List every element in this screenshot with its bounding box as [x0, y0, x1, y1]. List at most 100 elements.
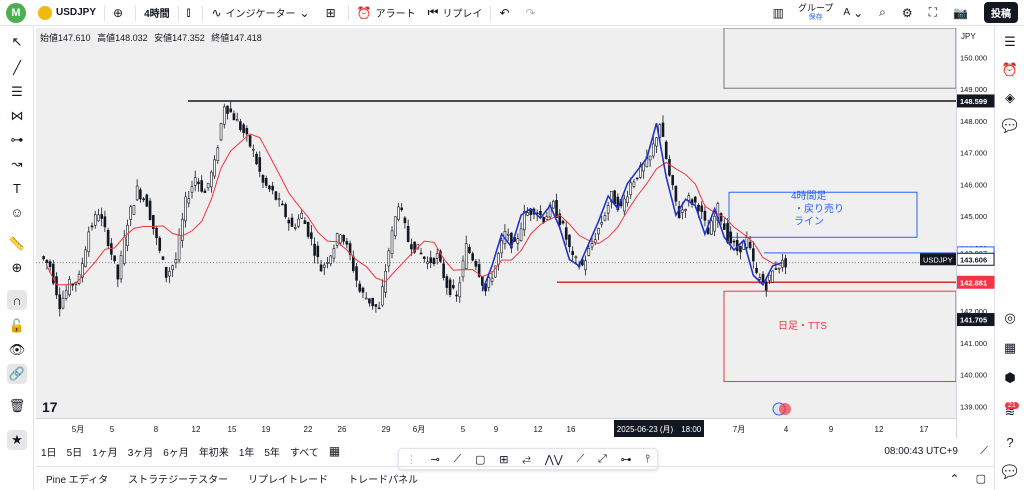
- maximize-icon[interactable]: ▢: [975, 473, 986, 485]
- alert-button[interactable]: ⏰ アラート: [351, 0, 422, 26]
- candle: [45, 259, 49, 263]
- calendar-icon[interactable]: ▦: [1003, 340, 1017, 355]
- range-1d[interactable]: 1日: [41, 447, 57, 459]
- settings-button[interactable]: ⚙: [896, 0, 923, 26]
- undo-button[interactable]: ↶: [493, 0, 519, 26]
- layers-icon[interactable]: ◈: [1005, 90, 1015, 105]
- alarm-clock-icon[interactable]: ⏰: [1001, 62, 1019, 77]
- help-icon[interactable]: ?: [1006, 434, 1014, 450]
- candle: [781, 260, 784, 268]
- date-range-icon[interactable]: ▦: [328, 444, 341, 458]
- favorites-icon[interactable]: ★: [7, 430, 27, 450]
- chart-pane[interactable]: 始値147.610 高値148.032 安値147.352 終値147.418 …: [36, 27, 957, 438]
- tab-pine-editor[interactable]: Pine エディタ: [46, 475, 109, 486]
- apps-icon[interactable]: ⬢: [1004, 370, 1016, 385]
- candle: [590, 243, 594, 248]
- chart-type-button[interactable]: ⫾: [181, 0, 201, 26]
- magnet-icon[interactable]: ∩: [7, 290, 27, 310]
- interval-button[interactable]: 4時間: [138, 0, 176, 26]
- range-1m[interactable]: 1ヶ月: [92, 447, 118, 459]
- avatar[interactable]: M: [6, 2, 26, 23]
- range-6m[interactable]: 6ヶ月: [163, 447, 189, 459]
- box-4h: [728, 191, 918, 238]
- range-3m[interactable]: 3ヶ月: [127, 447, 154, 459]
- trash-icon[interactable]: 🗑: [8, 398, 26, 413]
- forecast-icon[interactable]: ⊶: [10, 132, 24, 147]
- handle-icon[interactable]: ⋮: [405, 453, 417, 466]
- clock[interactable]: 08:00:43 UTC+9: [884, 445, 958, 457]
- watchlist-icon[interactable]: ☰: [1004, 34, 1016, 49]
- candle: [168, 271, 171, 277]
- crosshair-icon[interactable]: ⊞: [499, 453, 509, 466]
- chat-icon[interactable]: 💬: [1001, 118, 1019, 133]
- target-icon[interactable]: ◎: [1004, 310, 1016, 325]
- price-axis[interactable]: 150.000 149.000 148.000 147.000 146.000 145.0…: [956, 28, 995, 438]
- candle: [184, 196, 187, 222]
- tab-replay-trade[interactable]: リプレイトレード: [248, 475, 329, 486]
- time-axis[interactable]: 5月 5 8 12 15 19 22 26 29 6月 5 9 12 16 7月 4 9 12 17 2025-06-…: [36, 418, 956, 438]
- layouts-button[interactable]: ⊞: [320, 0, 346, 26]
- candle: [358, 283, 362, 292]
- candle: [193, 177, 197, 186]
- range-5y[interactable]: 5年: [264, 447, 280, 459]
- ruler-icon[interactable]: 📏: [8, 236, 26, 251]
- quick-search-button[interactable]: ⌕: [873, 0, 896, 26]
- tab-trade-panel[interactable]: トレードパネル: [348, 475, 419, 486]
- zoom-icon[interactable]: ⊕: [11, 260, 23, 275]
- snapshot-button[interactable]: 📷: [947, 0, 978, 26]
- zigzag-icon[interactable]: ⋀⋁: [544, 453, 563, 466]
- cursor-icon[interactable]: ↖: [11, 34, 23, 49]
- horizontal-line-icon[interactable]: ⊸: [430, 453, 440, 466]
- signal-icon[interactable]: ≋: [1004, 404, 1016, 419]
- price-tag: [956, 94, 995, 108]
- post-button[interactable]: 投稿: [984, 2, 1018, 23]
- candle: [693, 196, 697, 203]
- indicators-button[interactable]: ∿ インジケーター ⌄: [205, 0, 319, 26]
- horizontal-ray-icon[interactable]: ⊶: [620, 453, 632, 466]
- chevron-up-icon[interactable]: ⌃: [949, 471, 960, 486]
- add-symbol-button[interactable]: ⊕: [107, 0, 133, 26]
- candle: [377, 307, 381, 310]
- extended-line-icon[interactable]: ⤢: [597, 452, 607, 465]
- lock-icon[interactable]: 🔓: [8, 318, 26, 333]
- link-icon[interactable]: 🔗: [7, 364, 27, 384]
- candle: [261, 174, 265, 183]
- replay-button[interactable]: ⏮ リプレイ: [422, 0, 489, 26]
- trendline-icon[interactable]: ⟋: [453, 452, 462, 465]
- vertical-line-icon[interactable]: ⫯: [645, 452, 651, 465]
- candle: [571, 251, 574, 255]
- price-chart[interactable]: 始値147.610 高値148.032 安値147.352 終値147.418 …: [36, 27, 957, 418]
- scale-icon[interactable]: ⟋: [980, 444, 988, 457]
- fullscreen-button[interactable]: ⛶: [923, 0, 947, 26]
- redo-button[interactable]: ↷: [520, 0, 546, 26]
- candle: [316, 245, 320, 257]
- candle: [87, 231, 91, 253]
- group-letter[interactable]: A ⌄: [837, 0, 873, 26]
- symbol-search[interactable]: USDJPY: [32, 0, 102, 26]
- range-ytd[interactable]: 年初来: [198, 447, 229, 459]
- fib-icon[interactable]: ☰: [11, 84, 23, 99]
- brush-icon[interactable]: ↝: [11, 156, 23, 171]
- chevron-down-icon: ⌄: [299, 5, 310, 20]
- candle: [448, 279, 452, 295]
- pattern-icon[interactable]: ⋈: [10, 108, 24, 123]
- event-marker[interactable]: [772, 402, 791, 416]
- candle: [190, 186, 194, 193]
- group-selector[interactable]: グループ 保存: [794, 3, 837, 22]
- text-icon[interactable]: T: [13, 180, 21, 196]
- range-5d[interactable]: 5日: [66, 447, 83, 459]
- emoji-icon[interactable]: ☺: [10, 204, 24, 220]
- tab-strategy-tester[interactable]: ストラテジーテスター: [128, 475, 229, 486]
- comment-icon[interactable]: 💬: [1001, 464, 1019, 479]
- range-all[interactable]: すべて: [289, 447, 319, 459]
- layout-button[interactable]: ▥: [767, 0, 794, 26]
- range-1y[interactable]: 1年: [238, 447, 255, 459]
- replay-label: リプレイ: [442, 9, 483, 20]
- candle: [668, 159, 671, 176]
- trendline-icon[interactable]: ╱: [13, 60, 21, 75]
- candle: [352, 256, 355, 271]
- ray-icon[interactable]: ⟋: [576, 452, 585, 465]
- path-icon[interactable]: ⥄: [522, 452, 531, 465]
- rectangle-icon[interactable]: ▢: [475, 453, 486, 466]
- eye-icon[interactable]: 👁: [8, 342, 26, 357]
